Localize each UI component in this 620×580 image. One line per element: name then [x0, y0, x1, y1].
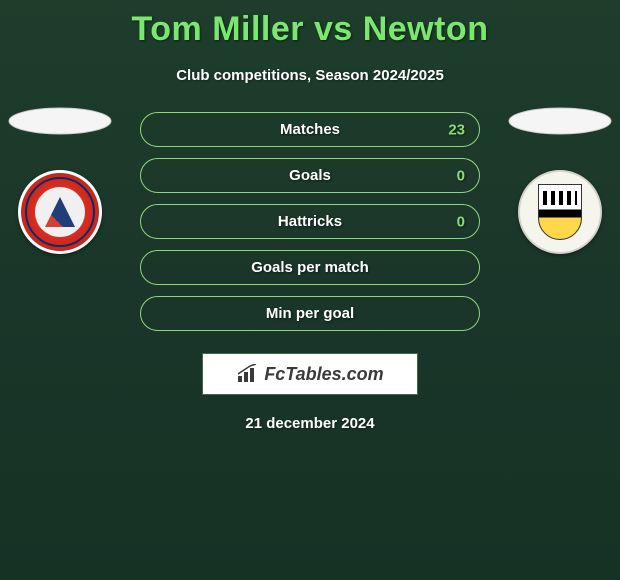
stat-right-value: 0: [457, 213, 465, 230]
stat-row-goals-per-match: Goals per match: [140, 250, 480, 285]
stat-right-value: 23: [448, 121, 465, 138]
date-text: 21 december 2024: [0, 415, 620, 432]
brand-bars-icon: [236, 364, 260, 384]
stat-label: Hattricks: [278, 213, 342, 230]
brand-box: FcTables.com: [202, 353, 418, 395]
page-title: Tom Miller vs Newton: [0, 0, 620, 49]
comparison-area: Matches 23 Goals 0 Hattricks 0 Goals per…: [0, 112, 620, 331]
player-right-column: [500, 106, 620, 254]
subtitle: Club competitions, Season 2024/2025: [0, 67, 620, 84]
player-left-head-icon: [7, 106, 113, 136]
stat-row-matches: Matches 23: [140, 112, 480, 147]
player-right-head-icon: [507, 106, 613, 136]
stat-row-goals: Goals 0: [140, 158, 480, 193]
stat-row-hattricks: Hattricks 0: [140, 204, 480, 239]
stat-label: Min per goal: [266, 305, 354, 322]
team-crest-left-icon: [18, 170, 102, 254]
stat-row-min-per-goal: Min per goal: [140, 296, 480, 331]
team-crest-right-icon: [518, 170, 602, 254]
stat-right-value: 0: [457, 167, 465, 184]
player-left-column: [0, 106, 120, 254]
stat-label: Goals per match: [251, 259, 369, 276]
stats-list: Matches 23 Goals 0 Hattricks 0 Goals per…: [140, 112, 480, 331]
stat-label: Goals: [289, 167, 331, 184]
stat-label: Matches: [280, 121, 340, 138]
brand-label: FcTables.com: [264, 364, 383, 385]
